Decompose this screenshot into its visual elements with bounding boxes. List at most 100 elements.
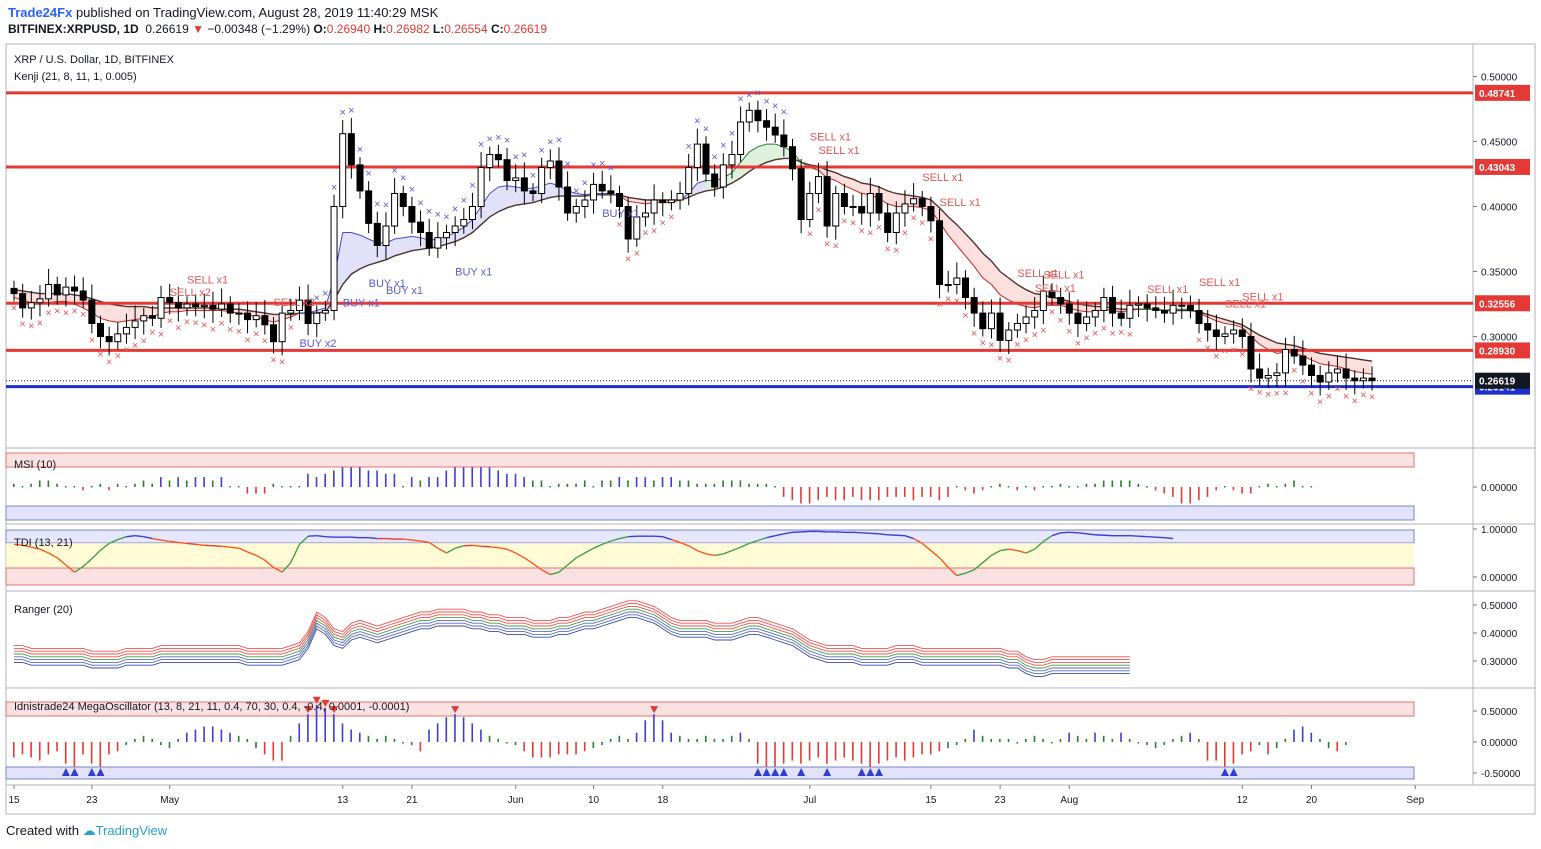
kenji-band-fill xyxy=(57,293,66,302)
msi-bar xyxy=(160,477,162,487)
kenji-fast-segment xyxy=(1077,310,1087,313)
candle-body xyxy=(875,193,883,214)
x-tick-label: 20 xyxy=(1306,795,1318,806)
candle-body xyxy=(235,312,243,315)
candle-body xyxy=(183,303,191,309)
tradingview-brand[interactable]: TradingView xyxy=(95,823,168,838)
tdi-line-segment xyxy=(13,543,23,547)
sell-marker: × xyxy=(1075,338,1081,350)
sell-marker: × xyxy=(11,302,17,314)
mega-sell-triangle-icon xyxy=(304,706,313,714)
candle-body xyxy=(1256,368,1264,379)
msi-bar xyxy=(1224,486,1226,488)
kenji-band-fill xyxy=(896,193,905,207)
mega-bar xyxy=(730,735,733,742)
msi-bar xyxy=(514,473,517,487)
last-price: 0.26619 xyxy=(145,22,189,36)
sell-marker: × xyxy=(1014,339,1020,351)
candle-body xyxy=(892,212,900,233)
tdi-line-segment xyxy=(558,564,569,573)
msi-bar xyxy=(1059,483,1062,487)
candle-body xyxy=(425,232,433,249)
sell-marker: × xyxy=(902,228,908,240)
mega-bar xyxy=(635,732,638,742)
footer: Created with ☁TradingView xyxy=(6,823,167,839)
candle-body xyxy=(572,206,580,214)
mega-buy-triangle-icon xyxy=(779,768,788,776)
kenji-band-fill xyxy=(394,237,404,256)
candle-body xyxy=(79,290,87,301)
candle-body xyxy=(200,304,208,308)
mega-bar xyxy=(229,732,231,742)
sell-marker: × xyxy=(841,215,847,227)
mega-bar xyxy=(765,742,768,767)
msi-bar xyxy=(402,486,404,488)
buy-marker: × xyxy=(400,173,406,185)
tdi-line-segment xyxy=(679,541,689,547)
tdi-line-segment xyxy=(264,559,274,568)
mega-bar xyxy=(99,742,102,767)
candle-body xyxy=(719,164,727,188)
tradingview-logo-icon[interactable]: ☁ xyxy=(82,823,96,838)
msi-bar xyxy=(661,477,664,487)
ranger-tick-label: 0.30000 xyxy=(1481,657,1518,668)
msi-bar xyxy=(1310,486,1313,488)
kenji-band-fill xyxy=(948,216,957,246)
tdi-line-segment xyxy=(697,549,707,555)
msi-bar xyxy=(99,483,102,487)
msi-bar xyxy=(1085,483,1088,487)
buy-marker: × xyxy=(755,88,761,100)
mega-bar xyxy=(160,742,162,746)
candle-body xyxy=(1308,364,1315,377)
sell-marker: × xyxy=(1213,351,1219,363)
tdi-line-segment xyxy=(541,569,551,576)
kenji-band-fill xyxy=(515,187,525,206)
candle-body xyxy=(287,310,295,314)
tdi-line-segment xyxy=(403,538,412,541)
candle-body xyxy=(1065,303,1073,314)
sell-marker: × xyxy=(1196,334,1202,346)
candle-body xyxy=(650,199,658,214)
tdi-line-segment xyxy=(437,547,447,554)
ranger-tick-label: 0.40000 xyxy=(1481,629,1518,640)
mega-sell-triangle-icon xyxy=(451,706,460,714)
candle-body xyxy=(304,299,312,325)
candle-body xyxy=(391,193,399,227)
msi-bar xyxy=(419,480,422,487)
mega-bar xyxy=(644,720,647,742)
msi-bar xyxy=(186,480,188,487)
candle-body xyxy=(131,320,139,328)
buy-marker: × xyxy=(720,140,726,152)
mega-bar xyxy=(1085,738,1088,742)
publisher-name[interactable]: Trade24Fx xyxy=(8,5,73,20)
signal-label: SELL x1 xyxy=(1017,268,1058,280)
ranger-band-line xyxy=(14,617,1130,677)
sell-marker: × xyxy=(824,239,830,251)
candle-body xyxy=(1264,375,1272,379)
tdi-line-segment xyxy=(757,536,767,542)
msi-bar xyxy=(1042,486,1044,488)
kenji-fast-segment xyxy=(411,235,421,239)
msi-bar xyxy=(1198,487,1200,501)
candle-body xyxy=(347,133,355,166)
kenji-band-fill xyxy=(360,235,369,269)
mega-bar xyxy=(376,738,378,742)
mega-bar xyxy=(1345,742,1347,746)
sell-marker: × xyxy=(1101,323,1107,335)
candle-body xyxy=(408,206,416,223)
kenji-fast-segment xyxy=(1311,359,1321,365)
buy-marker: × xyxy=(608,162,614,174)
mega-bar xyxy=(134,738,136,742)
candle-body xyxy=(399,193,407,207)
candle-body xyxy=(503,159,511,181)
signal-label: SELL x1 xyxy=(940,197,981,209)
tdi-line-segment xyxy=(273,566,283,573)
msi-bar xyxy=(211,480,214,487)
msi-bar xyxy=(860,487,863,501)
mega-bar xyxy=(1025,738,1027,742)
tdi-line-segment xyxy=(593,543,603,549)
msi-bar xyxy=(644,477,647,487)
price-pane-title: XRP / U.S. Dollar, 1D, BITFINEX xyxy=(14,54,175,66)
candle-body xyxy=(365,190,373,224)
